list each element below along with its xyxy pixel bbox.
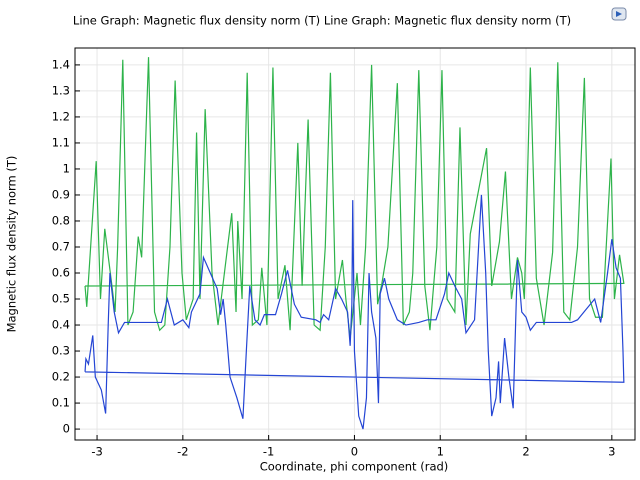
icon-arrow[interactable] xyxy=(616,11,622,17)
y-tick-label: 1.3 xyxy=(52,83,70,97)
y-tick-label: 0.1 xyxy=(52,396,70,410)
y-tick-label: 0.6 xyxy=(52,266,70,280)
x-tick-label: -1 xyxy=(263,445,274,459)
data-line xyxy=(84,57,625,339)
y-tick-label: 0.4 xyxy=(52,318,70,332)
y-tick-label: 0.3 xyxy=(52,344,70,358)
x-tick-label: 3 xyxy=(608,445,615,459)
y-tick-label: 1.1 xyxy=(52,135,70,149)
x-tick-label: 2 xyxy=(522,445,529,459)
y-tick-label: 0.9 xyxy=(52,187,70,201)
plot-frame xyxy=(74,47,636,441)
x-tick-label: 0 xyxy=(351,445,358,459)
y-tick-label: 0.2 xyxy=(52,370,70,384)
y-tick-label: 1.4 xyxy=(52,57,70,71)
y-tick-label: 0.5 xyxy=(52,292,70,306)
chart-title: Line Graph: Magnetic flux density norm (… xyxy=(73,14,571,28)
y-tick-label: 0 xyxy=(63,422,70,436)
data-line xyxy=(84,194,625,430)
x-tick-label: 1 xyxy=(437,445,444,459)
export-icon[interactable] xyxy=(611,7,627,21)
x-axis-label: Coordinate, phi component (rad) xyxy=(260,460,449,474)
x-tick-label: -3 xyxy=(91,445,102,459)
y-axis-label: Magnetic flux density norm (T) xyxy=(5,156,19,333)
y-tick-label: 1.2 xyxy=(52,109,70,123)
y-tick-label: 0.7 xyxy=(52,239,70,253)
y-tick-label: 1 xyxy=(63,161,70,175)
x-tick-label: -2 xyxy=(177,445,188,459)
y-tick-label: 0.8 xyxy=(52,213,70,227)
